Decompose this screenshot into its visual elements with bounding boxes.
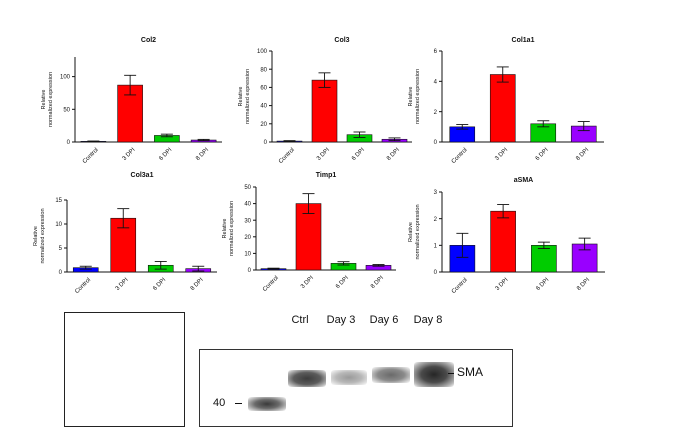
chart-timp1-bar-3-dpi [295,203,322,271]
chart-asma-title: aSMA [514,177,533,184]
molecular-weight-marker-label: 40 [213,397,226,409]
blot-band-marker-40 [248,397,286,411]
chart-col1a1-xtick-label-3: 8 DPI [575,147,590,162]
chart-asma-ytick-label-0: 0 [434,270,438,276]
chart-col2-xtick-label-2: 6 DPI [158,147,173,162]
chart-timp1-xtick-label-1: 3 DPI [300,275,315,290]
chart-asma-xtick-label-2: 6 DPI [535,277,550,292]
protein-quantity-panel-frame [64,312,185,427]
chart-col3-ytick-label-2: 40 [260,104,267,110]
chart-timp1-title: Timp1 [316,172,337,179]
chart-asma-ytick-label-2: 2 [434,217,438,223]
blot-band-day3 [331,370,367,385]
chart-col3a1-xtick-label-1: 3 DPI [115,277,130,292]
chart-timp1-ytick-label-1: 10 [244,252,251,258]
chart-col3-xtick-label-0: Control [278,147,296,165]
chart-col3a1-xtick-label-2: 6 DPI [152,277,167,292]
band-label-tick [448,373,454,374]
chart-col1a1-ytick-label-3: 6 [434,49,438,55]
chart-col1a1-ytick-label-2: 4 [434,79,438,85]
lane-label-day3: Day 3 [326,314,356,326]
chart-col3a1-ytick-label-3: 15 [55,198,62,204]
chart-timp1-ytick-label-5: 50 [244,185,251,191]
chart-col3-xtick-label-2: 6 DPI [351,147,366,162]
chart-col3-ytick-label-4: 80 [260,67,267,73]
chart-asma-xtick-label-1: 3 DPI [495,277,510,292]
chart-col3a1-xtick-label-3: 8 DPI [190,277,205,292]
chart-col1a1-xtick-label-1: 3 DPI [494,147,509,162]
chart-timp1-xtick-label-3: 8 DPI [370,275,385,290]
blot-band-day6 [372,367,410,383]
chart-asma-ytick-label-3: 3 [434,190,438,196]
chart-col2-ytick-label-1: 50 [63,107,70,113]
chart-col1a1-xtick-label-2: 6 DPI [535,147,550,162]
chart-col2-ytick-label-0: 0 [67,140,71,146]
chart-col1a1-title: Col1a1 [512,37,535,44]
chart-asma-xtick-label-3: 8 DPI [576,277,591,292]
chart-asma-ylabel-line1: Relative [408,222,414,242]
chart-col3a1-ytick-label-1: 5 [59,246,63,252]
chart-col3a1-ytick-label-0: 0 [59,270,63,276]
chart-col1a1-ylabel-line1: Relative [408,87,414,107]
chart-col1a1-ytick-label-0: 0 [434,140,438,146]
chart-col1a1-ylabel-line2: normalized expression [415,69,421,124]
blot-band-ctrl [288,370,326,387]
chart-col3-ytick-label-3: 60 [260,86,267,92]
chart-col2-ytick-label-2: 100 [60,75,71,81]
chart-col3-xtick-label-3: 8 DPI [386,147,401,162]
chart-col2-xtick-label-1: 3 DPI [122,147,137,162]
chart-timp1-ytick-label-4: 40 [244,202,251,208]
chart-col3a1-ylabel-line2: normalized expression [40,208,46,263]
chart-timp1-xtick-label-2: 6 DPI [335,275,350,290]
chart-col2-xtick-label-0: Control [82,147,100,165]
chart-col2-title: Col2 [141,37,156,44]
chart-asma-bar-3-dpi [490,210,516,273]
chart-col3a1-ytick-label-2: 10 [55,222,62,228]
chart-col3-ytick-label-0: 0 [264,140,268,146]
chart-timp1-ytick-label-2: 20 [244,235,251,241]
chart-col1a1-bar-3-dpi [489,74,516,143]
chart-col3a1-ylabel-line1: Relative [33,226,39,246]
chart-col3a1-title: Col3a1 [131,172,154,179]
chart-col3-ytick-label-1: 20 [260,122,267,128]
chart-col2-ylabel-line1: Relative [41,90,47,110]
chart-timp1-xtick-label-0: Control [262,275,280,293]
chart-col3-ytick-label-5: 100 [257,49,268,55]
chart-timp1-ytick-label-0: 0 [248,268,252,274]
chart-timp1-ylabel-line2: normalized expression [229,201,235,256]
chart-timp1-ytick-label-3: 30 [244,218,251,224]
chart-col3-ylabel-line1: Relative [238,87,244,107]
chart-col3-xtick-label-1: 3 DPI [316,147,331,162]
chart-col3a1-xtick-label-0: Control [74,277,92,295]
chart-asma-ytick-label-1: 1 [434,243,438,249]
chart-asma-ylabel-line2: normalized expression [415,204,421,259]
blot-band-day8 [414,362,454,387]
marker-tick [235,403,242,404]
chart-timp1-ylabel-line1: Relative [222,219,228,239]
western-blot-panel [199,349,513,427]
chart-col2-ylabel-line2: normalized expression [48,72,54,127]
chart-asma-bar-6-dpi [531,245,557,273]
chart-col2-xtick-label-3: 8 DPI [195,147,210,162]
band-label-sma: SMA [457,365,484,379]
lane-label-day6: Day 6 [369,314,399,326]
chart-col1a1-ytick-label-1: 2 [434,110,438,116]
lane-label-ctrl: Ctrl [291,314,309,326]
lane-label-day8: Day 8 [413,314,443,326]
chart-asma-xtick-label-0: Control [451,277,469,295]
chart-col1a1-xtick-label-0: Control [451,147,469,165]
chart-col3-bar-3-dpi [311,79,338,143]
chart-col3-title: Col3 [334,37,349,44]
chart-col3-ylabel-line2: normalized expression [245,69,251,124]
